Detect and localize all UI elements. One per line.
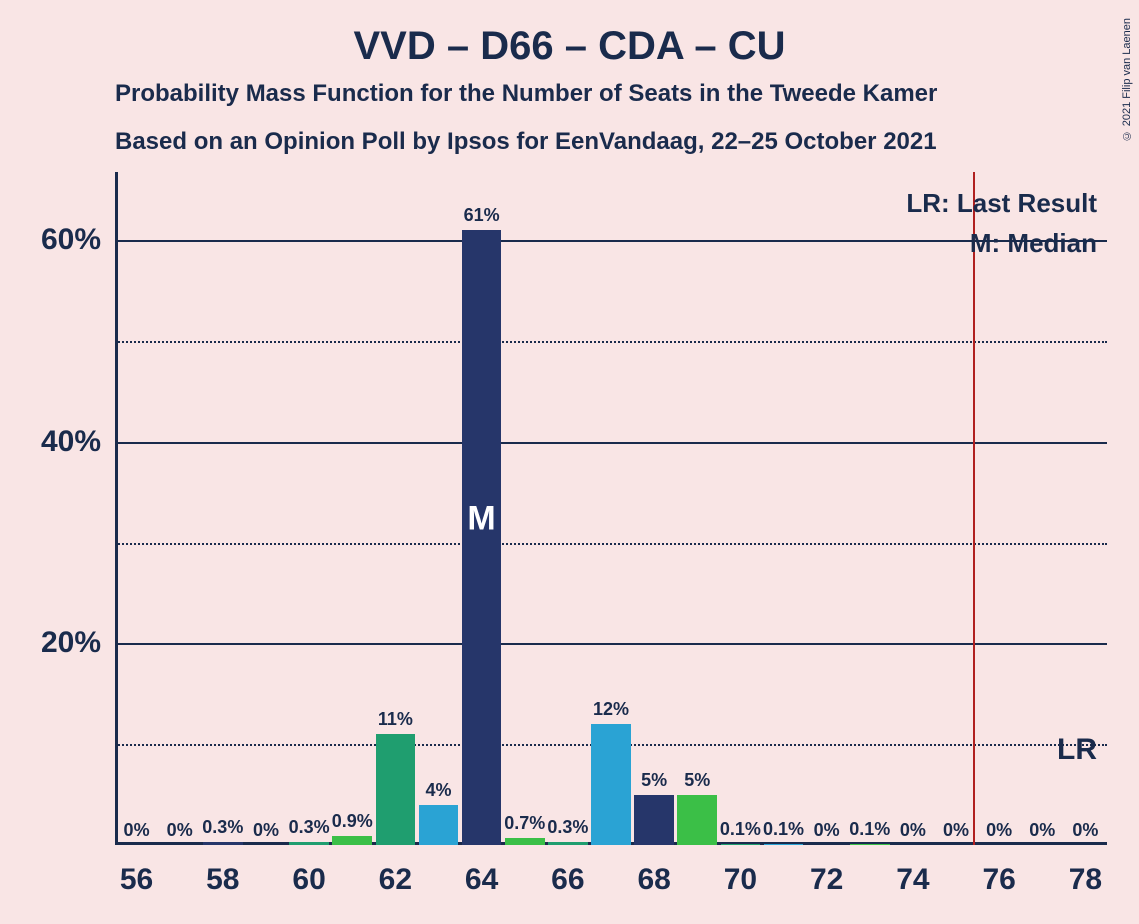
- x-tick-label: 76: [982, 863, 1015, 897]
- gridline-major: [115, 442, 1107, 444]
- gridline-major: [115, 240, 1107, 242]
- chart-annotation: LR: Last Result: [906, 188, 1097, 219]
- bar-value-label: 0.7%: [504, 813, 545, 834]
- x-tick-label: 72: [810, 863, 843, 897]
- bar-value-label: 4%: [425, 780, 451, 801]
- gridline-major: [115, 643, 1107, 645]
- bar: [764, 844, 804, 845]
- bar: [332, 836, 372, 845]
- chart-annotation: M: Median: [970, 228, 1097, 259]
- x-tick-label: 74: [896, 863, 929, 897]
- bar-value-label: 0.3%: [547, 817, 588, 838]
- bar: [721, 844, 761, 845]
- bar-value-label: 0%: [900, 820, 926, 841]
- bar-value-label: 0%: [986, 820, 1012, 841]
- bar-value-label: 0.9%: [332, 811, 373, 832]
- bar-value-label: 0%: [1029, 820, 1055, 841]
- bar-value-label: 0%: [124, 820, 150, 841]
- bar: [634, 795, 674, 845]
- y-tick-label: 40%: [41, 425, 101, 459]
- bar-value-label: 5%: [641, 770, 667, 791]
- x-tick-label: 60: [292, 863, 325, 897]
- bar-value-label: 0.1%: [720, 819, 761, 840]
- bar-value-label: 0.1%: [849, 819, 890, 840]
- bar: [376, 734, 416, 845]
- copyright-text: © 2021 Filip van Laenen: [1121, 18, 1133, 141]
- chart-plot-area: 20%40%60%5658606264666870727476780%0%0.3…: [115, 180, 1107, 845]
- bar: [289, 842, 329, 845]
- bar-value-label: 11%: [378, 709, 413, 730]
- median-marker: M: [467, 500, 495, 539]
- x-tick-label: 62: [379, 863, 412, 897]
- gridline-minor: [115, 341, 1107, 343]
- chart-subtitle-1: Probability Mass Function for the Number…: [115, 80, 937, 108]
- y-tick-label: 60%: [41, 223, 101, 257]
- bar: [548, 842, 588, 845]
- bar-value-label: 0.3%: [289, 817, 330, 838]
- bar: [419, 805, 459, 845]
- x-tick-label: 78: [1069, 863, 1102, 897]
- bar: [850, 844, 890, 845]
- x-tick-label: 64: [465, 863, 498, 897]
- chart-annotation: LR: [1057, 733, 1097, 767]
- bar-value-label: 0.3%: [202, 817, 243, 838]
- last-result-line: [973, 172, 975, 845]
- x-tick-label: 70: [724, 863, 757, 897]
- x-tick-label: 66: [551, 863, 584, 897]
- bar-value-label: 0%: [943, 820, 969, 841]
- bar-value-label: 61%: [464, 205, 500, 226]
- bar-value-label: 5%: [684, 770, 710, 791]
- x-tick-label: 56: [120, 863, 153, 897]
- bar-value-label: 12%: [593, 699, 629, 720]
- chart-subtitle-2: Based on an Opinion Poll by Ipsos for Ee…: [115, 128, 937, 156]
- bar: [203, 842, 243, 845]
- bar: [677, 795, 717, 845]
- bar: [505, 838, 545, 845]
- x-tick-label: 58: [206, 863, 239, 897]
- bar: [591, 724, 631, 845]
- bar-value-label: 0.1%: [763, 819, 804, 840]
- chart-title: VVD – D66 – CDA – CU: [0, 24, 1139, 69]
- y-tick-label: 20%: [41, 626, 101, 660]
- x-tick-label: 68: [637, 863, 670, 897]
- gridline-minor: [115, 543, 1107, 545]
- bar-value-label: 0%: [814, 820, 840, 841]
- bar-value-label: 0%: [253, 820, 279, 841]
- bar-value-label: 0%: [167, 820, 193, 841]
- bar-value-label: 0%: [1072, 820, 1098, 841]
